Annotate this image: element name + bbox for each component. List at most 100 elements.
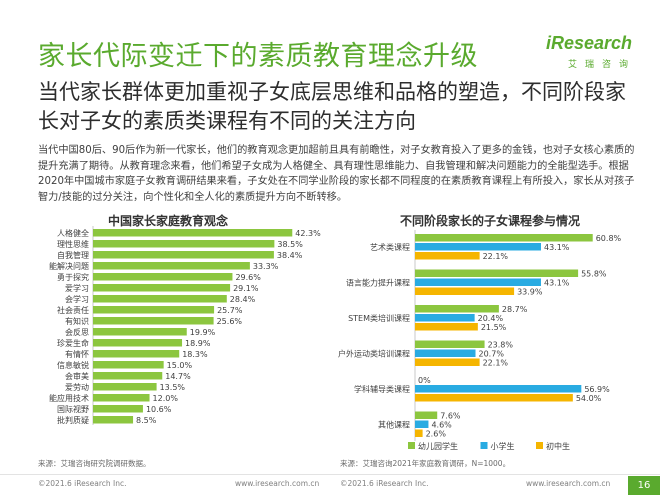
left-category-label: 勇于探究 <box>57 272 89 282</box>
left-bar <box>93 262 250 270</box>
legend-label: 幼儿园学生 <box>418 441 458 451</box>
logo-subtext: 艾瑞咨询 <box>568 60 637 70</box>
left-bar <box>93 372 163 380</box>
right-bar <box>415 394 573 402</box>
left-value-label: 8.5% <box>136 416 157 425</box>
right-value-label: 2.6% <box>426 430 447 439</box>
intro-paragraph: 当代中国80后、90后作为新一代家长，他们的教育观念更加超前且具有前瞻性，对子女… <box>38 145 635 203</box>
left-bar <box>93 251 274 259</box>
left-value-label: 38.5% <box>277 240 303 249</box>
left-bar <box>93 350 180 358</box>
left-category-label: 会反思 <box>65 327 89 337</box>
left-value-label: 13.5% <box>160 383 186 392</box>
left-category-label: 有知识 <box>65 316 89 326</box>
left-bar <box>93 405 143 413</box>
left-bar <box>93 306 215 314</box>
left-value-label: 18.9% <box>185 339 211 348</box>
page-subtitle: 当代家长群体更加重视子女底层思维和品格的塑造，不同阶段家长对子女的素质类课程有不… <box>38 80 626 133</box>
footer-divider <box>0 474 660 475</box>
left-value-label: 29.6% <box>235 273 261 282</box>
left-category-label: 理性思维 <box>57 239 89 249</box>
right-bar <box>415 252 480 260</box>
left-value-label: 18.3% <box>182 350 208 359</box>
left-bar <box>93 317 214 325</box>
right-bar <box>415 243 541 251</box>
left-category-label: 批判质疑 <box>57 415 89 425</box>
right-value-label: 56.9% <box>584 385 610 394</box>
legend-swatch <box>480 442 488 449</box>
page-title: 家长代际变迁下的素质教育理念升级 <box>38 41 478 72</box>
right-chart-title: 不同阶段家长的子女课程参与情况 <box>400 214 581 228</box>
right-bar <box>415 349 476 357</box>
left-bar <box>93 416 134 424</box>
right-bar <box>415 429 423 437</box>
left-value-label: 42.3% <box>295 229 321 238</box>
right-bar <box>415 358 480 366</box>
left-category-label: 人格健全 <box>57 228 89 238</box>
right-category-label: 语言能力提升课程 <box>346 278 410 288</box>
right-value-label: 0% <box>418 376 431 385</box>
left-category-label: 会学习 <box>65 294 89 304</box>
left-bar <box>93 361 164 369</box>
right-value-label: 33.9% <box>517 288 543 297</box>
right-category-label: STEM类培训课程 <box>348 313 410 323</box>
right-category-label: 户外运动类培训课程 <box>338 349 410 359</box>
left-value-label: 38.4% <box>277 251 303 260</box>
left-bar <box>93 339 183 347</box>
left-category-label: 能应用技术 <box>49 393 89 403</box>
left-category-label: 会审美 <box>65 371 89 381</box>
legend-swatch <box>536 442 543 449</box>
left-bar <box>93 394 150 402</box>
left-value-label: 19.9% <box>190 328 216 337</box>
right-bar <box>415 287 515 295</box>
right-value-label: 7.6% <box>440 412 461 421</box>
left-category-label: 爱学习 <box>65 283 89 293</box>
right-bar <box>415 314 475 322</box>
left-category-label: 能解决问题 <box>49 261 89 271</box>
left-category-label: 国际视野 <box>57 404 89 414</box>
right-value-label: 21.5% <box>481 323 507 332</box>
right-bar <box>415 305 499 313</box>
left-category-label: 自我管理 <box>57 250 89 260</box>
page-number: 16 <box>628 476 660 495</box>
right-value-label: 23.8% <box>488 341 514 350</box>
right-value-label: 43.1% <box>544 279 570 288</box>
left-chart-source: 来源：艾瑞咨询研究院调研数据。 <box>38 459 151 468</box>
right-value-label: 54.0% <box>576 394 602 403</box>
right-bar <box>415 278 541 286</box>
logo-wordmark: iResearch <box>546 33 633 53</box>
legend-label: 初中生 <box>546 441 570 451</box>
left-value-label: 10.6% <box>146 405 172 414</box>
right-value-label: 43.1% <box>544 243 570 252</box>
left-bar <box>93 383 157 391</box>
left-value-label: 25.7% <box>217 306 243 315</box>
right-value-label: 55.8% <box>581 270 607 279</box>
left-category-label: 有情怀 <box>65 349 89 359</box>
left-value-label: 25.6% <box>217 317 243 326</box>
left-value-label: 29.1% <box>233 284 259 293</box>
right-value-label: 22.1% <box>483 252 509 261</box>
right-bar <box>415 323 478 331</box>
left-category-label: 社会责任 <box>57 305 89 315</box>
left-bar-chart: 人格健全 42.3% 理性思维 38.5% 自我管理 38.4% 能解决问题 33.3% 勇于探… <box>49 226 321 425</box>
legend-swatch <box>408 442 415 449</box>
footer-url-left[interactable]: www.iresearch.com.cn <box>235 479 320 488</box>
right-bar <box>415 269 579 277</box>
left-value-label: 33.3% <box>253 262 279 271</box>
right-bar-chart: 艺术类课程60.8%43.1%22.1%语言能力提升课程55.8%43.1%33… <box>338 230 622 451</box>
legend-label: 小学生 <box>491 441 515 451</box>
right-value-label: 20.7% <box>479 350 505 359</box>
right-value-label: 4.6% <box>431 421 452 430</box>
left-category-label: 珍爱生命 <box>57 338 89 348</box>
left-bar <box>93 295 227 303</box>
right-category-label: 其他课程 <box>378 420 410 430</box>
left-chart-title: 中国家长家庭教育观念 <box>108 214 229 228</box>
left-bar <box>93 328 187 336</box>
right-bar <box>415 234 593 242</box>
right-category-label: 艺术类课程 <box>370 242 410 252</box>
right-value-label: 20.4% <box>478 314 504 323</box>
footer-url-right[interactable]: www.iresearch.com.cn <box>526 479 611 488</box>
left-value-label: 14.7% <box>165 372 191 381</box>
left-value-label: 12.0% <box>153 394 179 403</box>
left-value-label: 28.4% <box>230 295 256 304</box>
